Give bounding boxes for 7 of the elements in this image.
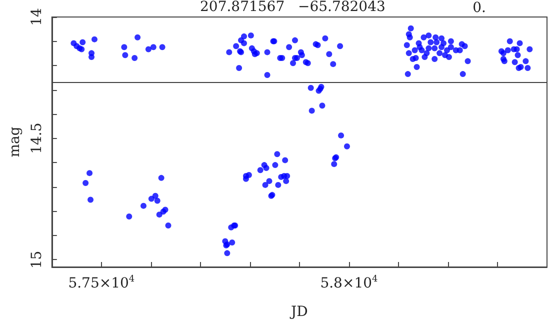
y-tick-label: 15 (28, 250, 45, 269)
y-tick-label: 14 (28, 8, 45, 26)
x-axis-title: JD (289, 304, 308, 320)
chart-title: 207.871567 −65.782043 (200, 0, 386, 15)
text: 0. (472, 0, 486, 16)
y-tick-label: 14.5 (28, 122, 45, 154)
y-axis-title: mag (7, 126, 23, 158)
